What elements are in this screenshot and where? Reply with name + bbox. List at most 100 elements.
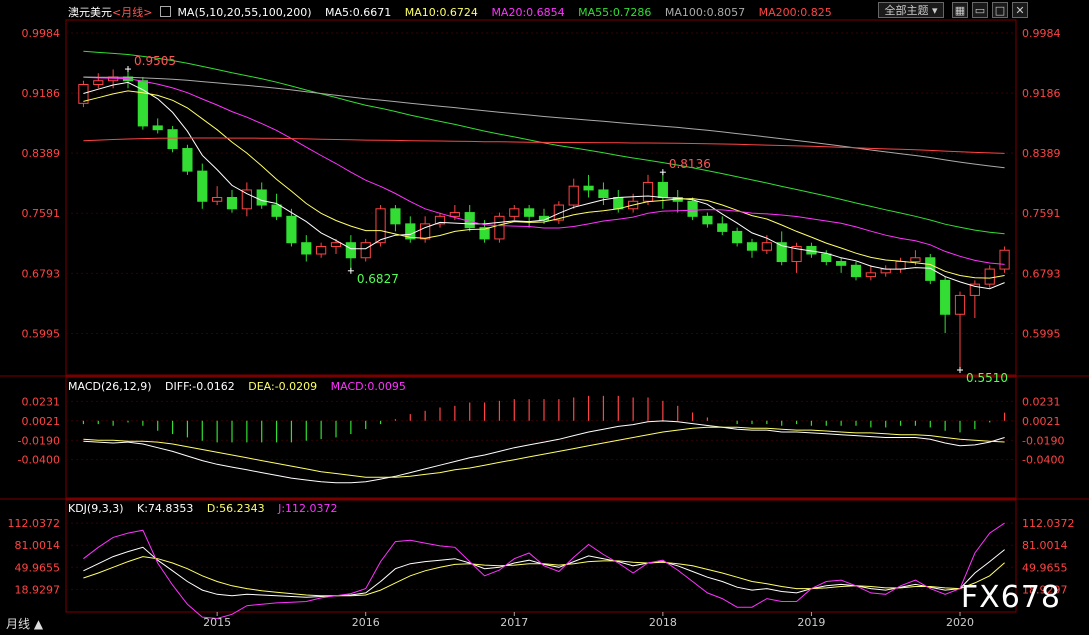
macd-tick-label: -0.0400: [1022, 454, 1064, 467]
candle-body: [642, 181, 654, 202]
kdj-k-value: K:74.8353: [137, 502, 194, 515]
kdj-k-line: [83, 546, 1005, 598]
candle: [434, 212, 446, 228]
macd-dea-value: DEA:-0.0209: [248, 380, 318, 393]
brand-watermark: FX678: [960, 580, 1061, 615]
candle: [865, 265, 876, 281]
candle-body: [434, 215, 446, 225]
kdj-tick-label: 112.0372: [1022, 517, 1075, 530]
price-tick-label: 0.9984: [22, 27, 61, 40]
chart-frame: [0, 19, 1089, 613]
candle: [940, 276, 951, 334]
kdj-tick-label: 112.0372: [8, 517, 61, 530]
kdj-tick-label: 49.9655: [15, 561, 61, 574]
candle: [687, 197, 698, 221]
panel-border-main: [65, 19, 1017, 376]
price-tick-label: 0.8389: [22, 147, 61, 160]
macd-label: MACD(26,12,9): [68, 380, 152, 393]
macd-lines: [83, 420, 1005, 484]
candle-body: [895, 261, 906, 270]
annotation-label: 0.8136: [669, 157, 711, 171]
macd-diff-value: DIFF:-0.0162: [165, 380, 235, 393]
candle-body: [940, 279, 951, 315]
price-axis-left: 0.9984 0.9186 0.8389 0.7591 0.6793 0.5995: [22, 27, 61, 341]
candle: [226, 189, 238, 213]
candle: [791, 242, 802, 273]
candle-body: [152, 125, 163, 131]
candle-body: [746, 242, 758, 251]
ma200-value: MA200:0.825: [758, 6, 832, 19]
candle-body: [613, 197, 624, 210]
candle: [836, 257, 847, 273]
candle: [212, 186, 223, 206]
candle: [732, 227, 743, 247]
candle-body: [821, 253, 832, 263]
period-selector[interactable]: 月线 ▲: [6, 617, 44, 631]
ma55-value: MA55:0.7286: [578, 6, 652, 19]
macd-tick-label: 0.0021: [1022, 415, 1061, 428]
candle: [509, 205, 520, 221]
ma100-value: MA100:0.8057: [664, 6, 746, 19]
candle-body: [316, 245, 327, 255]
macd-axis: 0.0231 0.0231 0.0021 0.0021 -0.0190 -0.0190 -0…: [18, 395, 1065, 466]
kdj-tick-label: 18.9297: [1022, 583, 1068, 596]
window-icon[interactable]: □: [992, 2, 1008, 18]
macd-diff-line: [83, 420, 1005, 484]
moving-average-lines: [83, 50, 1005, 290]
candle-body: [850, 264, 862, 278]
candle: [672, 189, 683, 213]
time-tick-label: 2015: [203, 616, 231, 629]
candle: [316, 242, 327, 258]
candle-body: [420, 223, 431, 240]
candle: [954, 291, 966, 371]
candle: [717, 216, 728, 236]
macd-dea-line: [83, 426, 1005, 478]
candle: [925, 254, 936, 285]
time-tick-label: 2018: [649, 616, 677, 629]
candle-body: [717, 223, 728, 232]
instrument-title: 澳元美元<月线>: [68, 6, 153, 19]
candlestick-series: [78, 69, 1010, 371]
time-tick-label: 2020: [946, 616, 974, 629]
candle: [241, 182, 252, 217]
candle-body: [449, 212, 460, 217]
candle: [524, 205, 535, 228]
candle-body: [212, 197, 223, 202]
ma-settings-icon[interactable]: [159, 6, 171, 17]
price-grid: [66, 32, 1016, 334]
ma200-line: [83, 137, 1005, 154]
price-tick-label: 0.6793: [1022, 267, 1061, 280]
settings-icon[interactable]: ▦: [952, 2, 968, 18]
kdj-tick-label: 81.0014: [1022, 539, 1068, 552]
minimize-icon[interactable]: ▭: [972, 2, 988, 18]
kdj-j-value: J:112.0372: [278, 502, 338, 515]
candle: [137, 76, 148, 130]
candle: [390, 205, 401, 232]
annotation-label: 0.6827: [357, 272, 399, 286]
time-tick-label: 2019: [797, 616, 825, 629]
kdj-tick-label: 81.0014: [15, 539, 61, 552]
candle-body: [761, 242, 772, 251]
candle: [702, 212, 713, 228]
candle-body: [390, 208, 401, 225]
kdj-axis: 112.0372 112.0372 81.0014 81.0014 49.9655 49.…: [8, 517, 1075, 596]
candle-body: [197, 170, 208, 202]
panel-border-kdj: [65, 499, 1017, 613]
kdj-legend: KDJ(9,3,3) K:74.8353 D:56.2343 J:112.037…: [68, 502, 348, 515]
candle: [553, 201, 564, 224]
candle: [360, 238, 371, 262]
close-icon[interactable]: ✕: [1012, 2, 1028, 18]
candle: [78, 80, 89, 108]
candle-body: [583, 185, 594, 191]
candle-body: [405, 223, 416, 240]
price-tick-label: 0.5995: [1022, 327, 1061, 340]
price-tick-label: 0.9186: [1022, 87, 1061, 100]
candle: [286, 208, 297, 247]
candle-body: [286, 215, 297, 244]
candle: [657, 172, 668, 209]
candle-body: [375, 208, 386, 244]
kdj-d-value: D:56.2343: [206, 502, 265, 515]
theme-select-button[interactable]: 全部主题 ▾: [878, 2, 944, 18]
ma100-line: [83, 76, 1005, 169]
candle-body: [880, 268, 891, 274]
